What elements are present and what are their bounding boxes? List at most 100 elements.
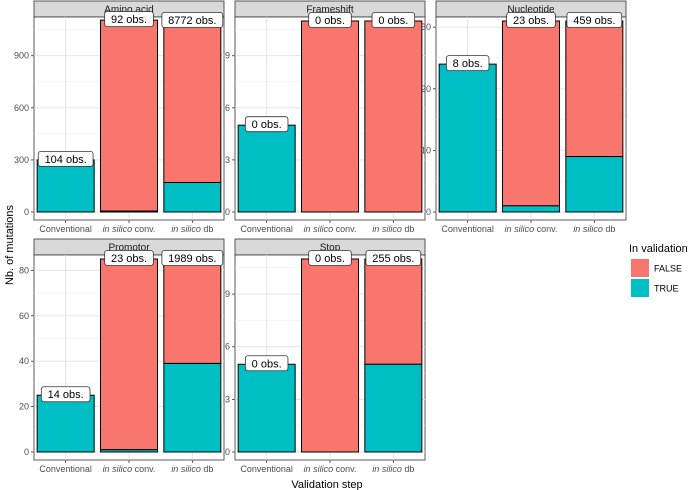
panel-title-frameshift: Frameshift bbox=[306, 5, 353, 16]
y-axis-title: Nb. of mutations bbox=[4, 204, 16, 285]
bar-false-promotor-1 bbox=[100, 258, 158, 451]
obs-label-text: 255 obs. bbox=[372, 253, 414, 265]
bar-false-promotor-2 bbox=[163, 258, 222, 364]
legend-label-true: TRUE bbox=[654, 284, 679, 294]
y-tick-label: 0 bbox=[225, 207, 230, 217]
y-tick-label: 3 bbox=[225, 394, 230, 404]
obs-label-promotor-1: 23 obs. bbox=[104, 250, 154, 266]
obs-label-box bbox=[104, 250, 154, 266]
panel-amino-acid: Amino acid 0 300 600 900 104 obs. Conventional… bbox=[14, 0, 225, 234]
bar-true-stop-0 bbox=[237, 363, 296, 453]
obs-label-box bbox=[161, 250, 224, 266]
obs-label-box bbox=[104, 11, 154, 28]
panel-promotor: Promotor 0 20 40 60 80 14 obs. Conventional 23 o… bbox=[19, 238, 225, 474]
bar-false-amino-acid-2 bbox=[163, 20, 222, 183]
y-tick-label: 20 bbox=[19, 402, 29, 412]
obs-label-stop-1: 0 obs. bbox=[308, 250, 352, 266]
obs-label-text: 0 obs. bbox=[315, 15, 345, 27]
obs-label-box bbox=[37, 151, 94, 167]
y-tick-label: 6 bbox=[225, 342, 230, 352]
obs-label-text: 8772 obs. bbox=[168, 15, 216, 27]
bar-false-amino-acid-1 bbox=[100, 19, 158, 212]
obs-label-nucleotide-0: 8 obs. bbox=[445, 55, 490, 72]
obs-label-text: 459 obs. bbox=[573, 15, 615, 27]
obs-label-promotor-2: 1989 obs. bbox=[161, 250, 224, 266]
legend-key-false bbox=[631, 259, 649, 277]
obs-label-box bbox=[308, 250, 352, 266]
obs-label-promotor-0: 14 obs. bbox=[40, 386, 91, 403]
y-tick-label: 9 bbox=[225, 51, 230, 61]
y-tick-label: 300 bbox=[14, 155, 29, 165]
panel-title-promotor: Promotor bbox=[108, 243, 150, 254]
obs-label-box bbox=[244, 355, 289, 372]
bar-true-stop-2 bbox=[364, 363, 423, 453]
panel-nucleotide: Nucleotide 0 10 20 30 8 obs. Conventional 23 ob… bbox=[421, 0, 627, 234]
y-tick-label: 3 bbox=[225, 155, 230, 165]
legend-label-false: FALSE bbox=[654, 264, 682, 274]
obs-label-stop-2: 255 obs. bbox=[365, 250, 422, 266]
obs-label-box bbox=[365, 250, 422, 266]
y-tick-label: 80 bbox=[19, 265, 29, 275]
x-tick-label: Conventional bbox=[240, 224, 293, 234]
obs-label-frameshift-2: 0 obs. bbox=[371, 12, 416, 28]
x-tick-label: in silico db bbox=[372, 224, 414, 234]
y-tick-label: 20 bbox=[421, 84, 431, 94]
x-tick-label: in silico db bbox=[573, 224, 615, 234]
obs-label-text: 8 obs. bbox=[453, 58, 483, 70]
bar-true-frameshift-0 bbox=[237, 124, 296, 213]
y-tick-label: 10 bbox=[421, 145, 431, 155]
legend-key-true bbox=[631, 279, 649, 297]
x-tick-label: in silico db bbox=[171, 224, 213, 234]
y-tick-label: 900 bbox=[14, 51, 29, 61]
bar-true-promotor-1 bbox=[100, 449, 158, 453]
bar-true-amino-acid-0 bbox=[36, 159, 95, 213]
obs-label-box bbox=[445, 55, 490, 72]
panel-title-amino-acid: Amino acid bbox=[104, 5, 153, 16]
obs-label-nucleotide-1: 23 obs. bbox=[506, 12, 556, 28]
obs-label-amino-acid-0: 104 obs. bbox=[37, 151, 94, 167]
x-tick-label: in silico db bbox=[372, 464, 414, 474]
obs-label-box bbox=[371, 12, 416, 28]
y-tick-label: 0 bbox=[24, 447, 29, 457]
y-tick-label: 6 bbox=[225, 103, 230, 113]
obs-label-amino-acid-2: 8772 obs. bbox=[161, 12, 224, 28]
obs-label-text: 1989 obs. bbox=[168, 253, 216, 265]
obs-label-box bbox=[244, 116, 289, 133]
obs-label-text: 23 obs. bbox=[513, 15, 549, 27]
obs-label-text: 92 obs. bbox=[111, 14, 147, 26]
obs-label-frameshift-0: 0 obs. bbox=[244, 116, 289, 133]
obs-label-nucleotide-2: 459 obs. bbox=[566, 12, 623, 28]
y-tick-label: 9 bbox=[225, 289, 230, 299]
bar-true-promotor-0 bbox=[36, 394, 95, 453]
obs-label-amino-acid-1: 92 obs. bbox=[104, 11, 154, 28]
obs-label-box bbox=[308, 12, 352, 28]
bar-true-nucleotide-2 bbox=[565, 156, 624, 213]
bar-true-nucleotide-0 bbox=[438, 63, 497, 213]
bar-false-stop-1 bbox=[301, 258, 359, 453]
bar-true-amino-acid-1 bbox=[100, 210, 158, 213]
obs-label-box bbox=[161, 12, 224, 28]
x-tick-label: in silico conv. bbox=[103, 224, 156, 234]
obs-label-frameshift-1: 0 obs. bbox=[308, 12, 352, 28]
bar-false-stop-2 bbox=[364, 258, 423, 365]
y-tick-label: 60 bbox=[19, 311, 29, 321]
y-tick-label: 600 bbox=[14, 103, 29, 113]
x-tick-label: in silico conv. bbox=[304, 224, 357, 234]
bar-false-frameshift-2 bbox=[364, 20, 423, 213]
y-tick-label: 0 bbox=[24, 207, 29, 217]
y-tick-label: 40 bbox=[19, 356, 29, 366]
bar-false-nucleotide-2 bbox=[565, 20, 624, 158]
panel-title-stop: Stop bbox=[320, 243, 341, 254]
legend-title: In validation bbox=[629, 243, 688, 255]
obs-label-text: 0 obs. bbox=[378, 15, 408, 27]
obs-label-text: 0 obs. bbox=[252, 119, 282, 131]
bar-true-promotor-2 bbox=[163, 362, 222, 453]
obs-label-box bbox=[566, 12, 623, 28]
y-tick-label: 0 bbox=[426, 207, 431, 217]
obs-label-text: 0 obs. bbox=[252, 358, 282, 370]
obs-label-box bbox=[40, 386, 91, 403]
panel-stop: Stop 0 3 6 9 0 obs. Conventional 0 obs. in silic… bbox=[225, 238, 426, 474]
panel-frameshift: Frameshift 0 3 6 9 0 obs. Conventional 0 obs. in… bbox=[225, 0, 426, 234]
obs-label-text: 23 obs. bbox=[111, 253, 147, 265]
